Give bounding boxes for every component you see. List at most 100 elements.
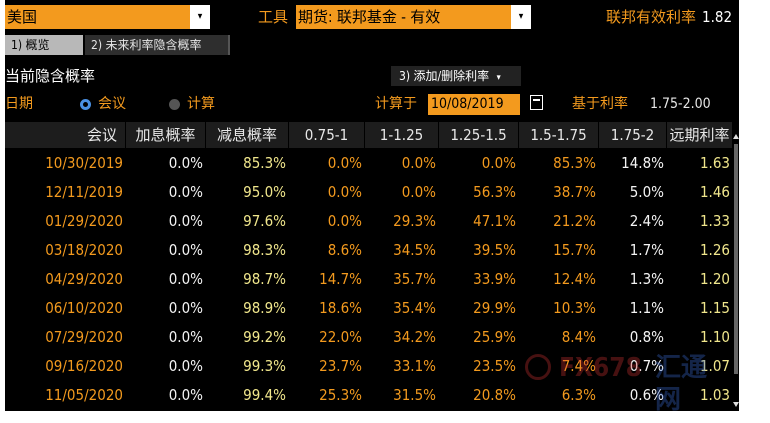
meeting-radio-label: 会议 xyxy=(98,96,126,112)
meeting-date-cell: 10/30/2019 xyxy=(45,154,123,172)
rate-1-1.25-cell: 0.0% xyxy=(401,154,436,172)
col-header-hike-prob[interactable]: 加息概率 xyxy=(126,122,206,148)
cut-prob-cell: 98.7% xyxy=(243,270,286,288)
col-header-0.75-1[interactable]: 0.75-1 xyxy=(289,122,365,148)
rate-1.25-1.5-cell: 23.5% xyxy=(473,357,516,375)
meeting-date-cell: 06/10/2020 xyxy=(45,299,123,317)
calc-radio-label: 计算 xyxy=(187,96,215,112)
scroll-thumb[interactable] xyxy=(734,144,738,374)
meeting-date-cell: 07/29/2020 xyxy=(45,328,123,346)
col-header-meeting[interactable]: 会议 xyxy=(5,122,126,148)
watermark-text: FX678 xyxy=(559,353,642,383)
hike-prob-cell: 0.0% xyxy=(168,386,203,404)
rate-1.25-1.5-cell: 29.9% xyxy=(473,299,516,317)
table-row[interactable]: 06/10/2020 0.0% 98.9% 18.6% 35.4% 29.9% … xyxy=(5,295,739,321)
forward-rate-cell: 1.33 xyxy=(699,212,730,230)
cut-prob-cell: 98.9% xyxy=(243,299,286,317)
effective-rate-label: 联邦有效利率 xyxy=(606,8,697,26)
hike-prob-cell: 0.0% xyxy=(168,241,203,259)
rate-1.5-1.75-cell: 8.4% xyxy=(561,328,596,346)
add-remove-rate-button[interactable]: 3) 添加/删除利率 ▾ xyxy=(391,66,521,86)
forward-rate-cell: 1.10 xyxy=(699,328,730,346)
watermark-cn-text: 汇通网 xyxy=(655,353,708,411)
rate-1.75-2-cell: 1.3% xyxy=(629,270,664,288)
hike-prob-cell: 0.0% xyxy=(168,328,203,346)
based-on-value: 1.75-2.00 xyxy=(650,96,711,112)
chevron-down-icon[interactable]: ▾ xyxy=(511,5,531,29)
rate-0.75-1-cell: 0.0% xyxy=(327,183,362,201)
rate-1.25-1.5-cell: 47.1% xyxy=(473,212,516,230)
region-dropdown[interactable]: 美国 ▾ xyxy=(5,5,210,29)
toolbar: 美国 ▾ 工具 期货: 联邦基金 - 有效 ▾ 联邦有效利率 1.82 xyxy=(5,5,739,30)
rate-1.75-2-cell: 0.8% xyxy=(629,328,664,346)
cut-prob-cell: 99.3% xyxy=(243,357,286,375)
section-header: 当前隐含概率 3) 添加/删除利率 ▾ xyxy=(5,64,739,88)
scroll-down-icon[interactable] xyxy=(733,402,739,407)
table-row[interactable]: 10/30/2019 0.0% 85.3% 0.0% 0.0% 0.0% 85.… xyxy=(5,150,739,176)
rate-1-1.25-cell: 29.3% xyxy=(393,212,436,230)
watermark-circle-icon xyxy=(525,354,551,380)
rate-0.75-1-cell: 0.0% xyxy=(327,212,362,230)
rate-1.75-2-cell: 0.7% xyxy=(629,357,664,375)
col-header-cut-prob[interactable]: 减息概率 xyxy=(206,122,289,148)
rate-1.75-2-cell: 0.6% xyxy=(629,386,664,404)
table-row[interactable]: 07/29/2020 0.0% 99.2% 22.0% 34.2% 25.9% … xyxy=(5,324,739,350)
instrument-value: 期货: 联邦基金 - 有效 xyxy=(298,8,441,26)
rate-1-1.25-cell: 35.7% xyxy=(393,270,436,288)
meeting-radio[interactable] xyxy=(80,99,91,110)
rate-1.25-1.5-cell: 56.3% xyxy=(473,183,516,201)
meeting-date-cell: 03/18/2020 xyxy=(45,241,123,259)
terminal-window: 美国 ▾ 工具 期货: 联邦基金 - 有效 ▾ 联邦有效利率 1.82 1) 概… xyxy=(5,0,739,411)
rate-1.25-1.5-cell: 0.0% xyxy=(481,154,516,172)
table-row[interactable]: 09/16/2020 0.0% 99.3% 23.7% 33.1% 23.5% … xyxy=(5,353,739,379)
rate-0.75-1-cell: 25.3% xyxy=(319,386,362,404)
rate-0.75-1-cell: 14.7% xyxy=(319,270,362,288)
cut-prob-cell: 95.0% xyxy=(243,183,286,201)
table-row[interactable]: 12/11/2019 0.0% 95.0% 0.0% 0.0% 56.3% 38… xyxy=(5,179,739,205)
rate-1.5-1.75-cell: 12.4% xyxy=(553,270,596,288)
rate-0.75-1-cell: 23.7% xyxy=(319,357,362,375)
rate-0.75-1-cell: 0.0% xyxy=(327,154,362,172)
calendar-icon[interactable] xyxy=(530,95,543,110)
col-header-1.75-2[interactable]: 1.75-2 xyxy=(599,122,667,148)
rate-1.25-1.5-cell: 25.9% xyxy=(473,328,516,346)
table-row[interactable]: 04/29/2020 0.0% 98.7% 14.7% 35.7% 33.9% … xyxy=(5,266,739,292)
hike-prob-cell: 0.0% xyxy=(168,270,203,288)
tools-label: 工具 xyxy=(258,8,289,26)
rate-1.5-1.75-cell: 85.3% xyxy=(553,154,596,172)
scroll-up-icon[interactable] xyxy=(733,134,739,139)
instrument-dropdown[interactable]: 期货: 联邦基金 - 有效 ▾ xyxy=(296,5,531,29)
rate-1.25-1.5-cell: 20.8% xyxy=(473,386,516,404)
table-row[interactable]: 03/18/2020 0.0% 98.3% 8.6% 34.5% 39.5% 1… xyxy=(5,237,739,263)
rate-1.5-1.75-cell: 38.7% xyxy=(553,183,596,201)
tab-future-rate-probability[interactable]: 2) 未来利率隐含概率 xyxy=(85,35,230,55)
calc-radio[interactable] xyxy=(169,99,180,110)
hike-prob-cell: 0.0% xyxy=(168,212,203,230)
forward-rate-cell: 1.26 xyxy=(699,241,730,259)
col-header-1-1.25[interactable]: 1-1.25 xyxy=(365,122,439,148)
rate-1.75-2-cell: 14.8% xyxy=(621,154,664,172)
table-row[interactable]: 11/05/2020 0.0% 99.4% 25.3% 31.5% 20.8% … xyxy=(5,382,739,408)
col-header-1.25-1.5[interactable]: 1.25-1.5 xyxy=(439,122,519,148)
cut-prob-cell: 97.6% xyxy=(243,212,286,230)
table-row[interactable]: 01/29/2020 0.0% 97.6% 0.0% 29.3% 47.1% 2… xyxy=(5,208,739,234)
rate-1.75-2-cell: 2.4% xyxy=(629,212,664,230)
rate-1-1.25-cell: 0.0% xyxy=(401,183,436,201)
cut-prob-cell: 98.3% xyxy=(243,241,286,259)
col-header-1.5-1.75[interactable]: 1.5-1.75 xyxy=(519,122,599,148)
col-header-forward-rate[interactable]: 远期利率 xyxy=(667,122,733,148)
meeting-date-cell: 12/11/2019 xyxy=(45,183,123,201)
forward-rate-cell: 1.15 xyxy=(699,299,730,317)
tab-overview[interactable]: 1) 概览 xyxy=(5,35,83,55)
effective-rate-value: 1.82 xyxy=(702,8,733,26)
hike-prob-cell: 0.0% xyxy=(168,154,203,172)
section-title: 当前隐含概率 xyxy=(5,67,96,85)
chevron-down-icon[interactable]: ▾ xyxy=(190,5,210,29)
calc-date-input[interactable]: 10/08/2019 xyxy=(428,94,520,115)
rate-1.5-1.75-cell: 7.4% xyxy=(561,357,596,375)
rate-1.75-2-cell: 1.1% xyxy=(629,299,664,317)
vertical-scrollbar[interactable] xyxy=(733,122,739,411)
rate-1.5-1.75-cell: 10.3% xyxy=(553,299,596,317)
watermark-logo: FX678 汇通网 xyxy=(525,352,725,411)
chevron-down-icon: ▾ xyxy=(496,73,501,83)
